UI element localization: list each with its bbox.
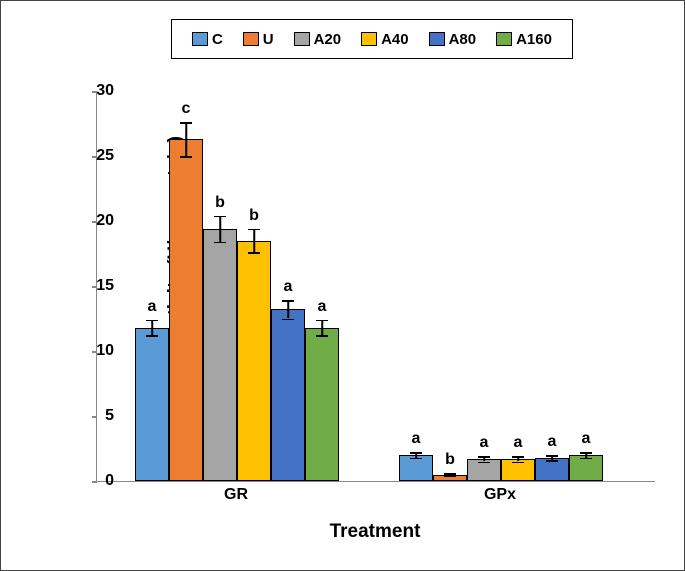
error-cap (180, 156, 192, 158)
error-cap (580, 452, 592, 454)
error-cap (410, 452, 422, 454)
y-tick-label: 30 (84, 82, 114, 100)
error-cap (248, 252, 260, 254)
y-tick-label: 20 (84, 212, 114, 230)
legend-swatch (429, 32, 445, 46)
significance-label: a (412, 430, 421, 448)
bar (305, 328, 339, 481)
legend-label: A160 (516, 31, 552, 48)
error-cap (146, 320, 158, 322)
legend-label: U (263, 31, 274, 48)
legend-label: C (212, 31, 223, 48)
significance-label: b (249, 207, 259, 225)
significance-label: c (182, 100, 191, 118)
legend-swatch (361, 32, 377, 46)
significance-label: a (318, 298, 327, 316)
error-cap (580, 458, 592, 460)
y-tick-label: 15 (84, 277, 114, 295)
significance-label: a (480, 434, 489, 452)
error-bar (185, 122, 187, 156)
significance-label: a (284, 278, 293, 296)
error-cap (512, 462, 524, 464)
error-cap (410, 458, 422, 460)
legend-item: A40 (361, 31, 409, 48)
error-cap (180, 122, 192, 124)
error-cap (546, 460, 558, 462)
error-cap (248, 229, 260, 231)
legend-swatch (243, 32, 259, 46)
bar (237, 241, 271, 482)
error-bar (151, 320, 153, 336)
legend-label: A20 (314, 31, 342, 48)
chart-frame: CUA20A40A80A160 Enzymatic activity (U/mg… (0, 0, 685, 571)
error-cap (214, 216, 226, 218)
legend: C U A20 A40 A80 A160 (171, 19, 573, 59)
error-cap (146, 335, 158, 337)
bar (203, 229, 237, 481)
legend-item: A160 (496, 31, 552, 48)
significance-label: b (445, 451, 455, 469)
significance-label: a (548, 433, 557, 451)
legend-item: U (243, 31, 274, 48)
significance-label: a (582, 430, 591, 448)
error-cap (512, 456, 524, 458)
error-cap (282, 319, 294, 321)
error-cap (282, 300, 294, 302)
plot-area: a c b b a a a b a a a a (96, 91, 655, 482)
error-cap (546, 455, 558, 457)
bar (169, 139, 203, 481)
bar (135, 328, 169, 481)
legend-swatch (294, 32, 310, 46)
bar (271, 309, 305, 481)
significance-label: a (514, 434, 523, 452)
significance-label: b (215, 194, 225, 212)
y-tick-label: 5 (84, 407, 114, 425)
x-group-label: GR (206, 486, 266, 504)
significance-label: a (148, 298, 157, 316)
error-cap (444, 476, 456, 478)
legend-swatch (496, 32, 512, 46)
error-bar (219, 216, 221, 242)
legend-label: A40 (381, 31, 409, 48)
legend-label: A80 (449, 31, 477, 48)
error-cap (444, 473, 456, 475)
x-group-label: GPx (470, 486, 530, 504)
error-bar (253, 229, 255, 252)
legend-item: A80 (429, 31, 477, 48)
error-cap (316, 320, 328, 322)
error-cap (478, 456, 490, 458)
error-bar (321, 320, 323, 336)
legend-item: C (192, 31, 223, 48)
error-cap (214, 242, 226, 244)
x-axis-title: Treatment (96, 521, 654, 543)
legend-item: A20 (294, 31, 342, 48)
error-cap (478, 462, 490, 464)
y-tick-label: 0 (84, 472, 114, 490)
error-bar (287, 300, 289, 318)
legend-swatch (192, 32, 208, 46)
y-tick-label: 10 (84, 342, 114, 360)
y-tick-label: 25 (84, 147, 114, 165)
error-cap (316, 335, 328, 337)
